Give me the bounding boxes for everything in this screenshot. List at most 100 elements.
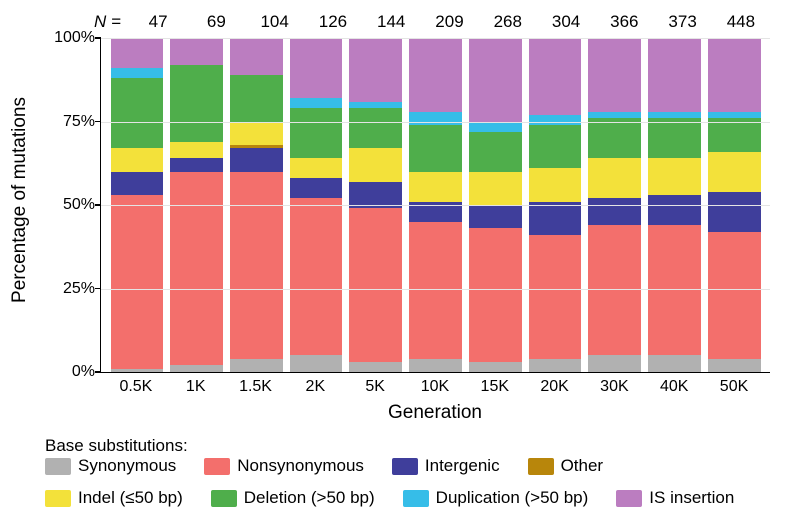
- mutation-stacked-bar-chart: N = 4769104126144209268304366373448 Perc…: [0, 0, 800, 521]
- bar-segment-deletion: [588, 118, 641, 158]
- bar-segment-duplication: [648, 112, 701, 119]
- bar-segment-synonymous: [469, 362, 522, 372]
- bar-segment-duplication: [588, 112, 641, 119]
- legend-label: IS insertion: [649, 488, 734, 508]
- x-tick-label: 30K: [588, 378, 641, 396]
- bar-segment-synonymous: [290, 355, 343, 372]
- legend-swatch-intergenic: [392, 458, 418, 475]
- bar-segment-indel: [708, 152, 761, 192]
- y-tick-mark: [95, 204, 101, 206]
- bar-segment-indel: [170, 142, 223, 159]
- bar-segment-synonymous: [349, 362, 402, 372]
- bar-segment-intergenic: [170, 158, 223, 171]
- bar-segment-duplication: [290, 98, 343, 108]
- x-tick-label: 2K: [289, 378, 342, 396]
- bar-segment-nonsynonymous: [409, 222, 462, 359]
- legend-swatch-synonymous: [45, 458, 71, 475]
- bar-segment-indel: [588, 158, 641, 198]
- legend-label: Other: [561, 456, 604, 476]
- bar-segment-nonsynonymous: [648, 225, 701, 355]
- legend: Base substitutions: Synonymous Nonsynonym…: [45, 436, 770, 520]
- bar-segment-nonsynonymous: [588, 225, 641, 355]
- bar-segment-intergenic: [648, 195, 701, 225]
- gridline: [101, 205, 770, 206]
- legend-row1-title: Base substitutions:: [45, 436, 188, 456]
- legend-item-synonymous: Synonymous: [45, 456, 176, 476]
- bar-segment-nonsynonymous: [469, 228, 522, 362]
- bar-segment-synonymous: [648, 355, 701, 372]
- bar-segment-duplication: [708, 112, 761, 119]
- bar-segment-nonsynonymous: [290, 198, 343, 355]
- y-tick-label: 0%: [51, 363, 95, 381]
- bar-segment-synonymous: [588, 355, 641, 372]
- bar-segment-is_insertion: [230, 38, 283, 75]
- y-tick-label: 100%: [51, 29, 95, 47]
- bar-segment-deletion: [708, 118, 761, 151]
- bar-segment-duplication: [409, 112, 462, 125]
- legend-item-other: Other: [528, 456, 604, 476]
- y-tick-label: 50%: [51, 196, 95, 214]
- legend-swatch-indel: [45, 490, 71, 507]
- legend-swatch-deletion: [211, 490, 237, 507]
- legend-label: Indel (≤50 bp): [78, 488, 183, 508]
- y-axis-label: Percentage of mutations: [9, 97, 31, 303]
- x-tick-label: 1.5K: [229, 378, 282, 396]
- bar-segment-is_insertion: [588, 38, 641, 111]
- bar-segment-nonsynonymous: [708, 232, 761, 359]
- bar-segment-synonymous: [708, 359, 761, 372]
- legend-row-2: Indel (≤50 bp) Deletion (>50 bp) Duplicati…: [45, 488, 770, 508]
- bar-segment-nonsynonymous: [170, 172, 223, 366]
- legend-label: Duplication (>50 bp): [436, 488, 589, 508]
- bar-segment-duplication: [349, 102, 402, 109]
- x-tick-label: 40K: [648, 378, 701, 396]
- x-tick-label: 1K: [169, 378, 222, 396]
- legend-item-deletion: Deletion (>50 bp): [211, 488, 375, 508]
- bar-segment-intergenic: [230, 148, 283, 171]
- legend-swatch-duplication: [403, 490, 429, 507]
- n-value: 144: [362, 12, 420, 32]
- bar-segment-deletion: [230, 75, 283, 122]
- bar-segment-duplication: [111, 68, 164, 78]
- bar-segment-deletion: [409, 125, 462, 172]
- legend-label: Nonsynonymous: [237, 456, 364, 476]
- n-value: 104: [246, 12, 304, 32]
- bar-segment-is_insertion: [170, 38, 223, 65]
- x-axis-label: Generation: [100, 402, 770, 424]
- bar-segment-intergenic: [469, 205, 522, 228]
- bar-segment-synonymous: [111, 369, 164, 372]
- bar-segment-deletion: [170, 65, 223, 142]
- x-tick-label: 10K: [409, 378, 462, 396]
- bar-segment-synonymous: [230, 359, 283, 372]
- bar-segment-deletion: [349, 108, 402, 148]
- legend-item-indel: Indel (≤50 bp): [45, 488, 183, 508]
- bar-segment-indel: [349, 148, 402, 181]
- bar-segment-indel: [529, 168, 582, 201]
- plot-area: 0%25%50%75%100%: [100, 38, 770, 373]
- legend-item-is_insertion: IS insertion: [616, 488, 734, 508]
- y-tick-mark: [95, 37, 101, 39]
- gridline: [101, 122, 770, 123]
- bar-segment-deletion: [469, 132, 522, 172]
- legend-swatch-is_insertion: [616, 490, 642, 507]
- bar-segment-indel: [290, 158, 343, 178]
- n-value: 268: [479, 12, 537, 32]
- bar-segment-indel: [469, 172, 522, 205]
- bar-segment-intergenic: [529, 202, 582, 235]
- n-value: 209: [420, 12, 478, 32]
- y-tick-label: 25%: [51, 280, 95, 298]
- bar-segment-nonsynonymous: [349, 208, 402, 362]
- bar-segment-intergenic: [588, 198, 641, 225]
- x-tick-label: 5K: [349, 378, 402, 396]
- y-tick-mark: [95, 371, 101, 373]
- bar-segment-deletion: [529, 125, 582, 168]
- n-value: 126: [304, 12, 362, 32]
- bar-segment-is_insertion: [409, 38, 462, 111]
- bar-segment-indel: [409, 172, 462, 202]
- n-value: 69: [187, 12, 245, 32]
- bar-segment-synonymous: [529, 359, 582, 372]
- n-values: 4769104126144209268304366373448: [129, 12, 770, 32]
- bar-segment-indel: [230, 122, 283, 145]
- bar-segment-is_insertion: [349, 38, 402, 101]
- bar-segment-deletion: [111, 78, 164, 148]
- x-tick-label: 15K: [468, 378, 521, 396]
